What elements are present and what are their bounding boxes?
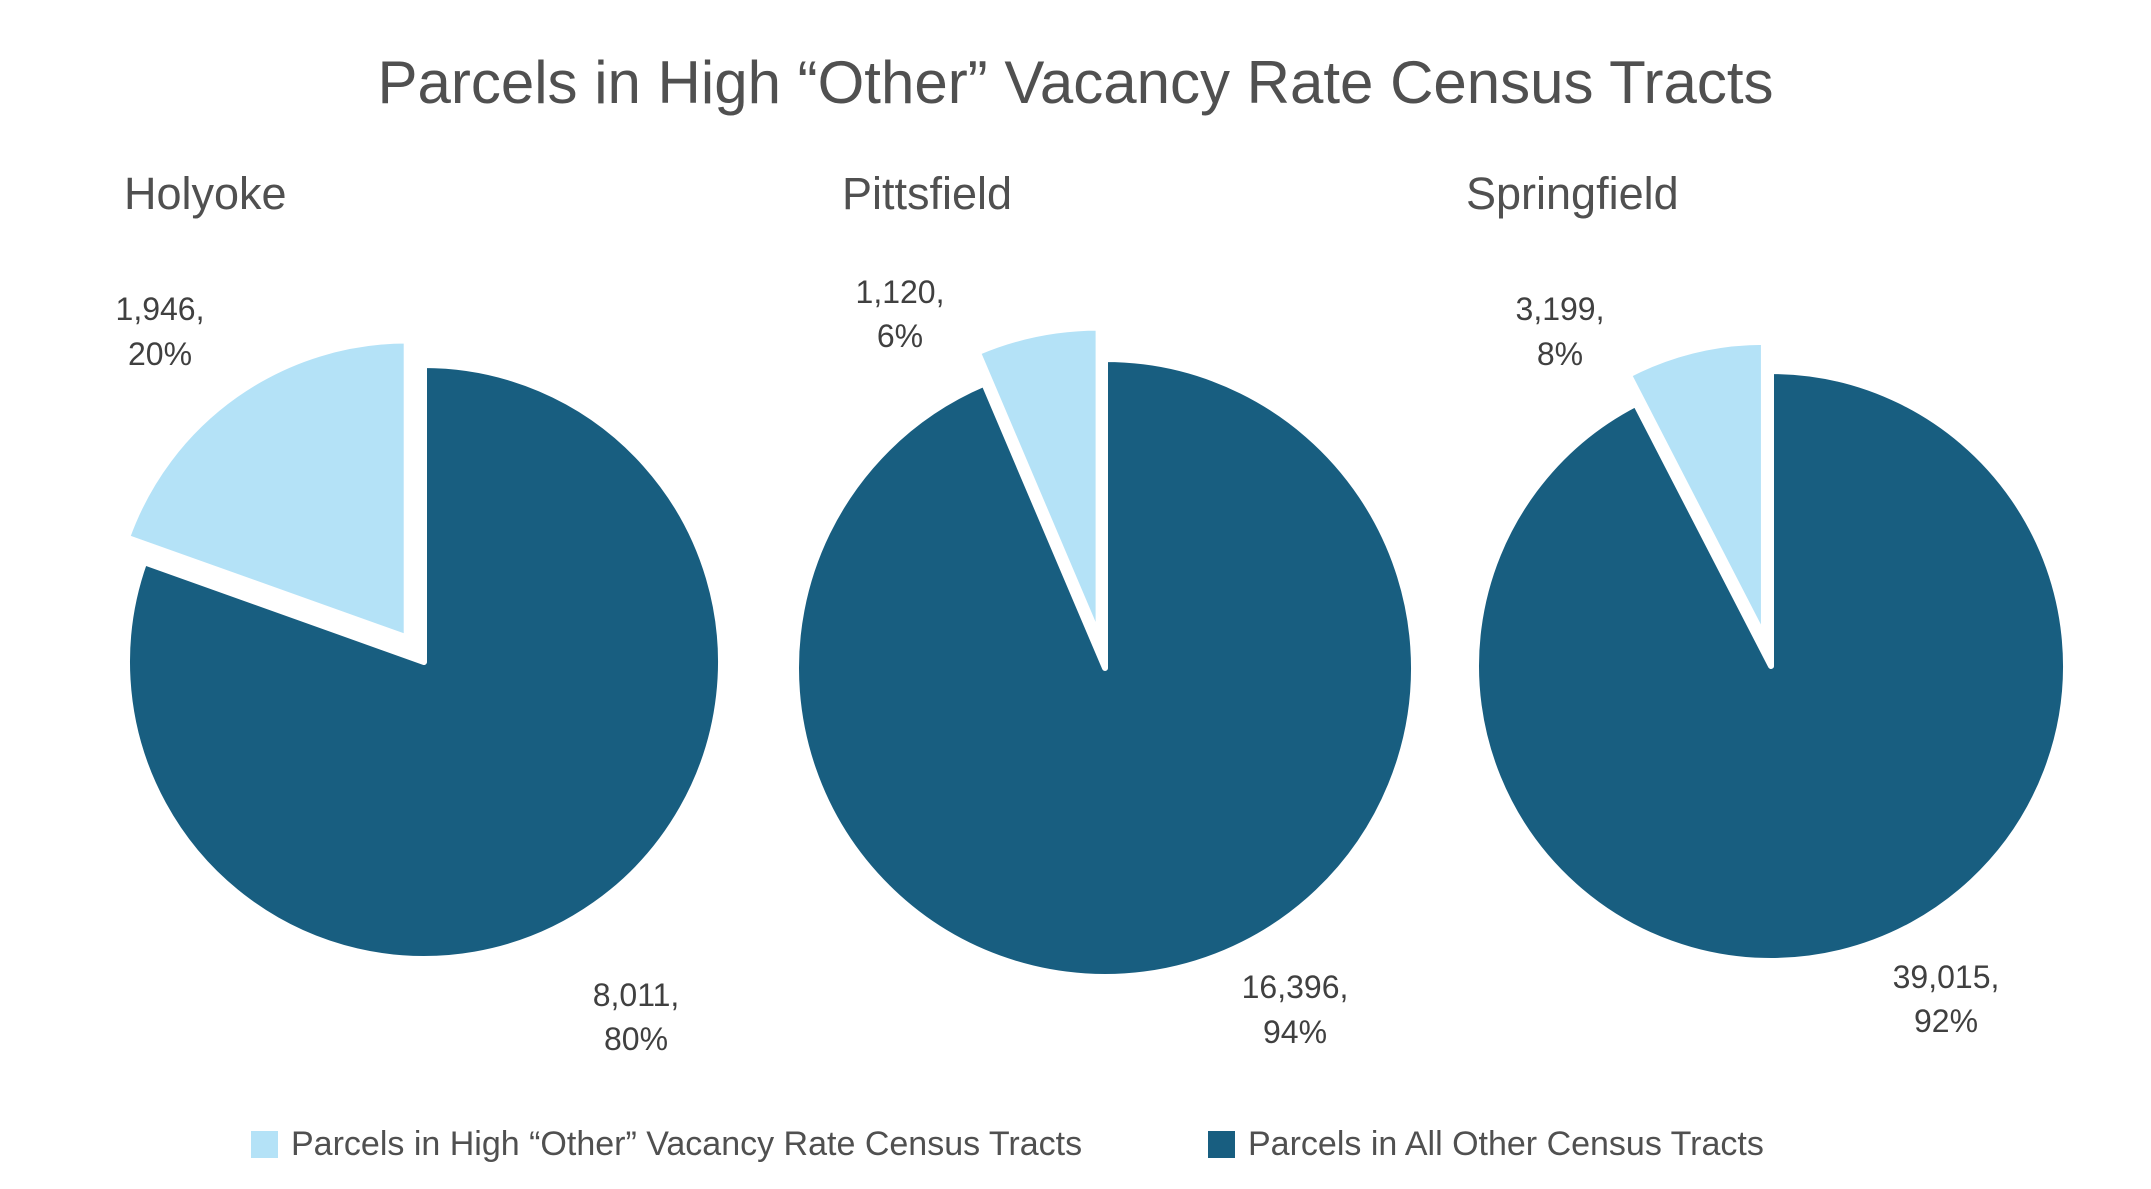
pittsfield-slice-high-other	[974, 324, 1102, 640]
pittsfield-title: Pittsfield	[842, 168, 1013, 219]
pittsfield-label-all-other-value: 16,396,	[1242, 969, 1349, 1005]
chart-title: Parcels in High “Other” Vacancy Rate Cen…	[377, 49, 1774, 116]
springfield-slice-all-other	[1473, 368, 2069, 964]
springfield-label-high-other-percent: 8%	[1537, 336, 1583, 372]
holyoke-label-high-other-percent: 20%	[128, 336, 192, 372]
legend-item-high-other: Parcels in High “Other” Vacancy Rate Cen…	[251, 1125, 1082, 1164]
holyoke-title: Holyoke	[124, 168, 287, 219]
holyoke-label-all-other-percent: 80%	[604, 1021, 668, 1057]
springfield-label-all-other-percent: 92%	[1914, 1003, 1978, 1039]
holyoke-label-high-other-value: 1,946,	[116, 291, 205, 327]
legend-item-all-other: Parcels in All Other Census Tracts	[1208, 1125, 1764, 1164]
holyoke-label-all-other-value: 8,011,	[593, 977, 680, 1013]
springfield-label-all-other-value: 39,015,	[1893, 959, 2000, 995]
springfield-label-high-other-value: 3,199,	[1516, 291, 1605, 327]
springfield-title: Springfield	[1466, 168, 1679, 219]
legend-swatch-all-other	[1208, 1131, 1235, 1158]
pittsfield-label-high-other-value: 1,120,	[856, 274, 945, 310]
pittsfield-label-all-other-percent: 94%	[1263, 1014, 1327, 1050]
legend: Parcels in High “Other” Vacancy Rate Cen…	[0, 1125, 2151, 1175]
holyoke-slice-all-other	[124, 362, 724, 962]
legend-label-high-other: Parcels in High “Other” Vacancy Rate Cen…	[291, 1125, 1083, 1163]
pittsfield-slice-all-other	[793, 356, 1417, 980]
pittsfield-label-high-other-percent: 6%	[877, 318, 923, 354]
holyoke-slice-high-other	[123, 337, 410, 641]
legend-swatch-high-other	[251, 1131, 278, 1158]
springfield-slice-high-other	[1625, 338, 1767, 640]
legend-label-all-other: Parcels in All Other Census Tracts	[1248, 1125, 1764, 1163]
